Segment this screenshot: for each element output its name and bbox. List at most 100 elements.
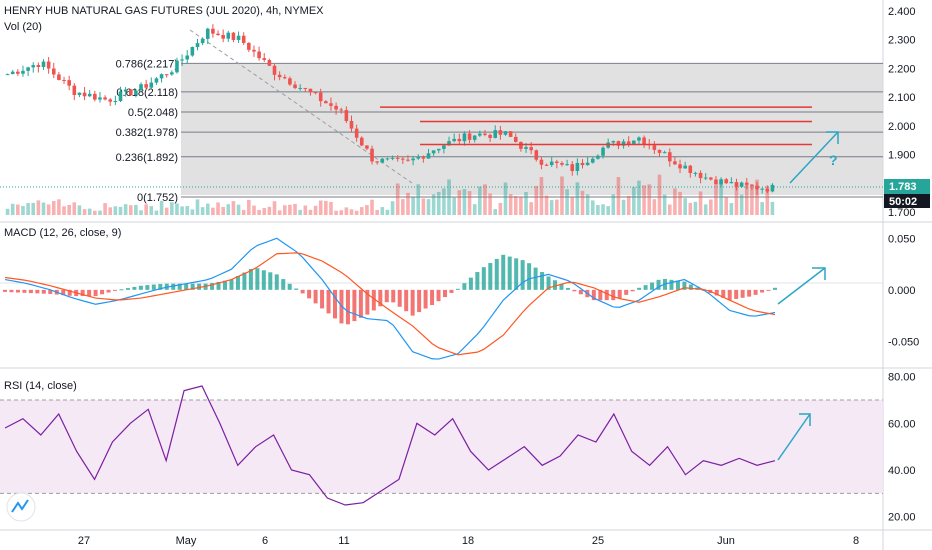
volume-bar xyxy=(277,210,282,215)
volume-bar xyxy=(72,202,77,215)
volume-bar xyxy=(519,196,523,215)
resistance-lines[interactable] xyxy=(380,106,812,146)
volume-bar xyxy=(729,203,734,215)
macd-tick-label: 0.050 xyxy=(888,233,916,245)
candle-body xyxy=(108,99,113,102)
macd-histogram-bar xyxy=(274,274,279,290)
fibonacci-retracement[interactable]: 0(1.752) 0.236(1.892) 0.382(1.978) 0.5(2.04… xyxy=(116,58,883,204)
volume-bar xyxy=(46,204,51,215)
volume-bar xyxy=(678,191,682,215)
macd-histogram-bar xyxy=(229,279,234,290)
macd-histogram-bar xyxy=(643,285,648,290)
candle-body xyxy=(36,65,41,67)
macd-histogram-bar xyxy=(138,285,143,290)
macd-histogram-bar xyxy=(391,289,396,303)
macd-histogram-bar xyxy=(773,287,777,290)
macd-forecast-arrow[interactable] xyxy=(777,267,826,305)
volume-bar xyxy=(596,205,600,215)
macd-histogram-bar xyxy=(507,256,512,290)
volume-bar xyxy=(93,210,97,215)
macd-histogram-bar xyxy=(248,268,253,290)
macd-histogram-bar xyxy=(721,289,726,298)
candle-body xyxy=(354,128,359,138)
macd-histogram-bar xyxy=(358,289,363,318)
volume-bar xyxy=(447,179,451,215)
tradingview-logo-icon[interactable] xyxy=(6,492,36,522)
time-tick-label: 11 xyxy=(338,535,349,547)
macd-histogram-bar xyxy=(766,289,771,291)
candle-body xyxy=(87,93,92,97)
candle-body xyxy=(200,38,205,44)
candle-body xyxy=(190,47,195,56)
volume-bar xyxy=(632,186,636,215)
volume-bar xyxy=(529,202,533,215)
macd-histogram-bar xyxy=(119,289,124,291)
candle-body xyxy=(585,162,590,166)
volume-bar xyxy=(67,204,71,215)
candle-body xyxy=(77,92,82,95)
macd-histogram-bar xyxy=(281,279,286,290)
candle-body xyxy=(318,92,323,102)
volume-bar xyxy=(380,207,385,215)
candle-body xyxy=(642,137,646,145)
candle-body xyxy=(519,141,523,149)
volume-bar xyxy=(493,209,498,215)
candle-body xyxy=(570,164,575,172)
candle-body xyxy=(632,140,636,144)
macd-histogram-bar xyxy=(682,281,687,290)
volume-bar xyxy=(642,185,646,215)
volume-bars xyxy=(5,174,775,215)
symbol-title: HENRY HUB NATURAL GAS FUTURES (JUL 2020)… xyxy=(4,5,324,17)
volume-bar xyxy=(241,209,246,215)
macd-axis[interactable]: 0.050 0.000 -0.050 xyxy=(888,233,919,348)
candle-body xyxy=(452,138,456,142)
candle-body xyxy=(41,61,46,67)
rsi-forecast-arrow[interactable] xyxy=(777,413,811,461)
fib-level-label: 0.5(2.048) xyxy=(128,107,178,119)
macd-histogram-bar xyxy=(527,263,532,290)
price-tick-label: 2.300 xyxy=(888,35,916,47)
macd-histogram-bar xyxy=(598,289,603,301)
volume-bar xyxy=(601,204,605,215)
volume-bar xyxy=(5,208,10,215)
rsi-tick-label: 80.00 xyxy=(888,372,916,384)
rsi-band xyxy=(0,400,883,494)
candle-body xyxy=(272,65,277,75)
macd-histogram-bar xyxy=(313,289,318,304)
last-price-badge: 1.783 xyxy=(884,179,930,194)
volume-bar xyxy=(308,209,313,215)
volume-bar xyxy=(185,206,190,215)
macd-histogram-bar xyxy=(15,289,20,293)
volume-bar xyxy=(585,194,590,215)
candle-body xyxy=(488,134,492,138)
dashed-trend-line[interactable] xyxy=(189,29,413,184)
macd-histogram-bar xyxy=(760,289,765,293)
volume-bar xyxy=(544,195,549,215)
volume-bar xyxy=(765,186,770,215)
rsi-label: RSI (14, close) xyxy=(4,380,77,392)
macd-histogram-bar xyxy=(28,289,33,294)
macd-histogram-bar xyxy=(67,289,72,296)
macd-histogram-bar xyxy=(578,289,583,295)
volume-bar xyxy=(467,191,472,215)
rsi-axis[interactable]: 80.00 60.00 40.00 20.00 xyxy=(888,372,916,524)
volume-bar xyxy=(657,174,662,215)
macd-histogram-bar xyxy=(494,258,499,290)
fib-zone xyxy=(181,64,883,195)
macd-histogram-bar xyxy=(617,289,622,299)
price-forecast-arrow[interactable] xyxy=(789,131,839,184)
candle-body xyxy=(544,164,549,166)
question-mark-annotation: ? xyxy=(829,152,838,168)
macd-histogram-bar xyxy=(300,289,305,294)
candle-body xyxy=(123,89,128,92)
time-tick-label: 27 xyxy=(78,535,90,547)
volume-bar xyxy=(539,177,544,215)
time-axis[interactable]: 27 May 6 11 18 25 Jun 8 xyxy=(78,535,859,547)
volume-bar xyxy=(195,199,200,215)
candle-body xyxy=(662,152,667,154)
candle-body xyxy=(590,158,595,163)
candle-body xyxy=(221,35,225,39)
volume-bar xyxy=(524,192,528,215)
volume-bar xyxy=(647,184,652,215)
